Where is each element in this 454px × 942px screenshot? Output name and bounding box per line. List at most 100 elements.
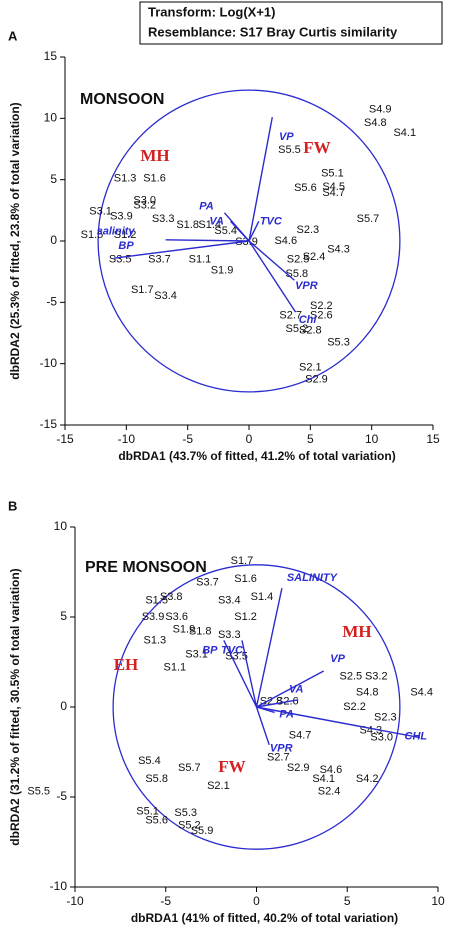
vector [248,221,260,242]
sample-point: S1.2 [114,229,137,241]
panel-title: MONSOON [80,91,164,108]
sample-point: S1.5 [145,595,168,607]
sample-point: S4.9 [369,104,392,116]
panel-title: PRE MONSOON [85,559,207,576]
group-annotation: MH [342,622,371,641]
x-tick-label: 15 [426,432,440,446]
sample-point: S4.2 [356,773,379,785]
sample-point: S3.2 [365,670,388,682]
sample-point: S5.7 [357,213,380,225]
sample-point: S2.8 [299,324,322,336]
sample-point: S4.6 [274,235,297,247]
vector [256,699,299,708]
sample-point: S3.3 [218,629,241,641]
sample-point: S3.1 [185,649,208,661]
vector-label: BP [118,240,134,252]
sample-point: S2.7 [279,310,302,322]
y-tick-label: 0 [60,699,67,713]
sample-point: S4.8 [364,117,387,129]
vector-label: CHL [405,731,428,743]
x-tick-label: -5 [182,432,193,446]
y-tick-label: -10 [50,879,68,893]
sample-point: S2.4 [318,786,341,798]
sample-point: S3.0 [133,194,156,206]
vector-label: TVC [260,215,283,227]
sample-point: S2.3 [297,224,320,236]
sample-point: S5.4 [214,225,237,237]
sample-point: S5.8 [145,773,168,785]
sample-point: S5.8 [286,268,309,280]
sample-point: S1.6 [234,573,257,585]
vector [248,240,297,313]
vector-label: SALINITY [287,572,339,584]
sample-point: S3.7 [196,577,219,589]
sample-point: S1.5 [81,229,104,241]
panel-letter: B [8,498,17,513]
sample-point: S3.9 [142,611,165,623]
y-tick-label: 0 [50,233,57,247]
sample-point: S1.9 [211,264,234,276]
vector-label: VPR [295,280,318,292]
group-annotation: EH [114,655,139,674]
sample-point: S2.8 [260,696,283,708]
sample-point: S3.6 [165,611,188,623]
sample-point: S1.8 [176,219,199,231]
sample-point: S1.8 [189,625,212,637]
vector [255,588,283,708]
sample-point: S2.2 [343,701,366,713]
sample-point: S3.4 [154,290,177,302]
y-tick-label: -5 [46,295,57,309]
sample-point: S4.7 [322,187,345,199]
sample-point: S1.4 [251,591,274,603]
sample-point: S5.2 [286,323,309,335]
sample-point: S5.9 [191,825,214,837]
sample-point: S5.6 [294,182,317,194]
sample-point: S2.1 [207,780,230,792]
vector [255,706,270,746]
vector [113,240,250,259]
sample-point: S2.3 [374,712,397,724]
sample-point: S3.0 [370,732,393,744]
vector-label: VA [209,215,224,227]
sample-point: S1.7 [131,284,154,296]
sample-point: S2.2 [310,300,333,312]
sample-point: S5.7 [178,762,201,774]
header-line: Transform: Log(X+1) [148,4,276,19]
sample-point: S2.4 [303,251,326,263]
x-axis-label: dbRDA1 (41% of fitted, 40.2% of total va… [131,911,398,925]
vector [230,220,250,242]
sample-point: S4.5 [322,181,345,193]
y-tick-label: 5 [60,609,67,623]
y-tick-label: -10 [40,356,58,370]
x-tick-label: -10 [66,894,84,908]
vector [248,240,295,281]
x-tick-label: 10 [365,432,379,446]
sample-point: S4.7 [289,730,312,742]
sample-point: S1.2 [234,611,257,623]
sample-point: S5.1 [136,805,159,817]
y-tick-label: 10 [54,519,68,533]
sample-point: S1.3 [144,634,167,646]
sample-point: S1.7 [231,555,254,567]
y-tick-label: -15 [40,417,58,431]
vector [256,706,420,739]
sample-point: S1.9 [173,624,196,636]
vector-label: Chl [299,314,318,326]
x-tick-label: -5 [160,894,171,908]
correlation-circle [97,89,401,393]
sample-point: S1.6 [143,172,166,184]
sample-point: S2.9 [305,374,328,386]
vector-label: PA [199,201,214,213]
panel-letter: A [8,28,18,43]
sample-point: S4.8 [356,687,379,699]
x-axis-label: dbRDA1 (43.7% of fitted, 41.2% of total … [118,449,395,463]
group-annotation: FW [303,138,330,157]
y-axis-label: dbRDA2 (25.3% of fitted, 23.8% of total … [8,102,22,379]
sample-point: S2.1 [299,361,322,373]
vector [248,116,273,242]
sample-point: S3.8 [160,591,183,603]
vector-label: VPR [270,743,293,755]
header-box [139,1,443,45]
sample-point: S4.6 [320,764,343,776]
vector-label: VP [279,131,294,143]
